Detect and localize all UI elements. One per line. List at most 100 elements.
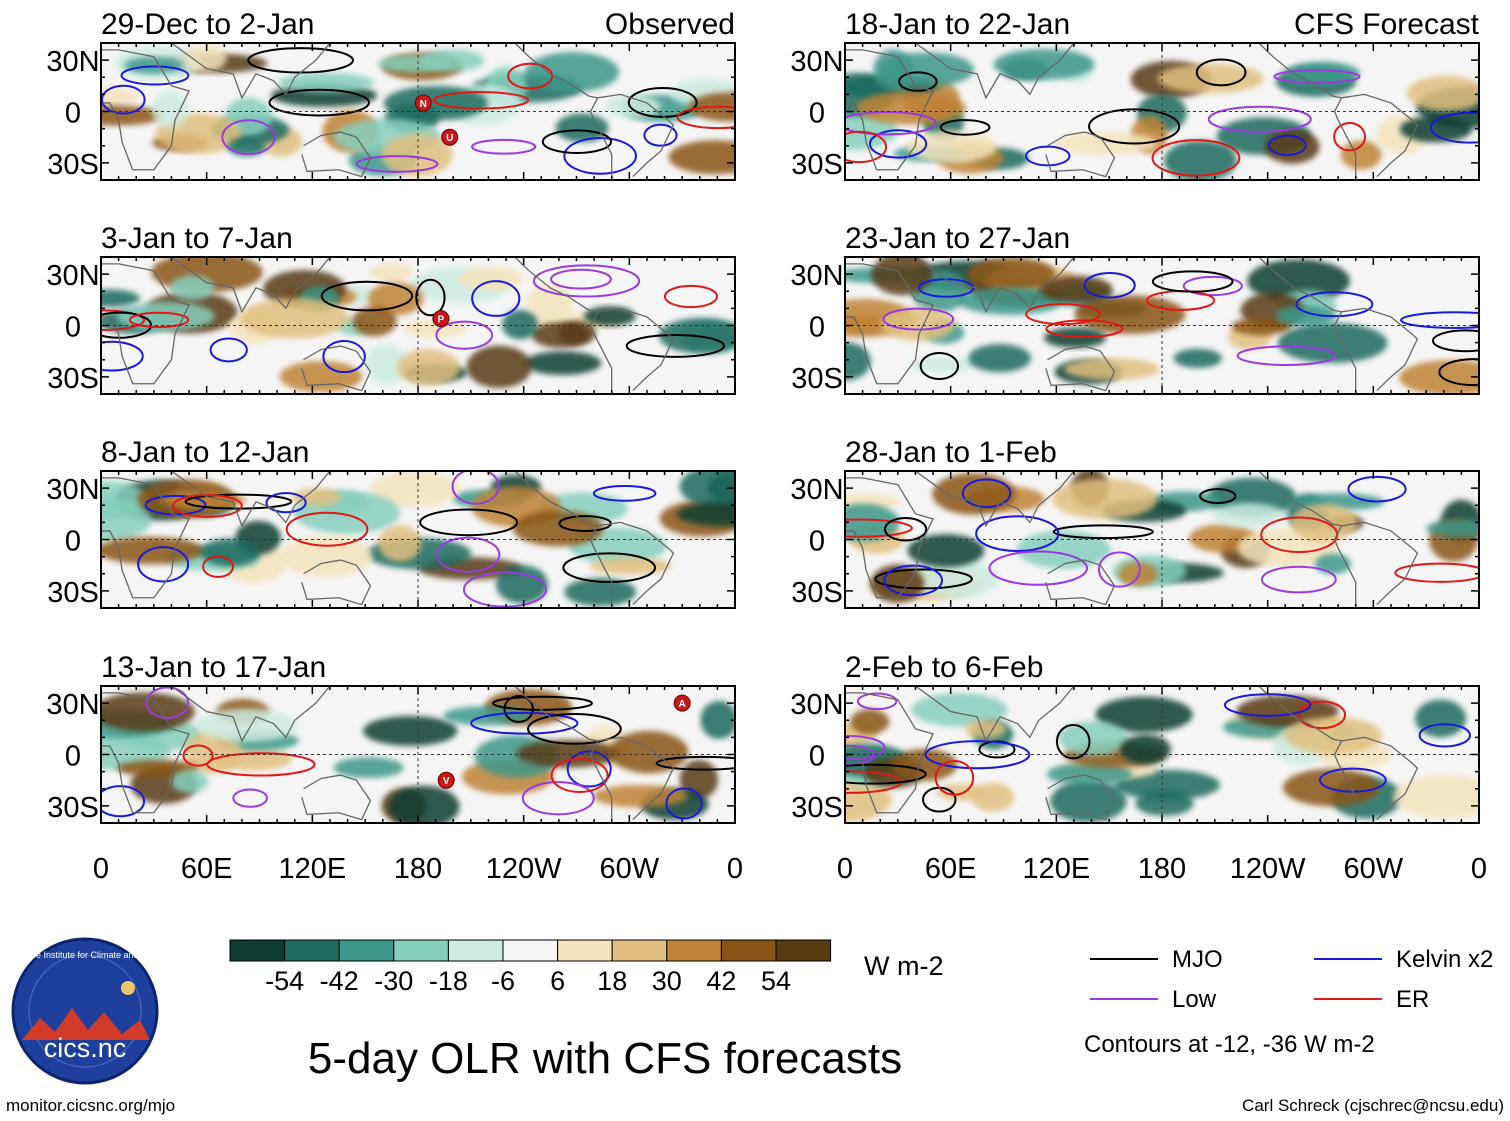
storm-marker-label: P (438, 315, 445, 326)
coast-australia (1045, 345, 1116, 392)
olr-anomaly (278, 72, 375, 93)
wave-contour (845, 130, 888, 164)
olr-anomaly (1163, 140, 1237, 180)
olr-anomaly (1120, 734, 1171, 765)
wave-contour (1394, 562, 1479, 583)
coast-americas-east (1341, 93, 1419, 178)
olr-anomaly (555, 113, 609, 143)
y-tick-label: 30N (46, 46, 99, 78)
olr-anomaly (993, 49, 1095, 80)
column-label: Observed (605, 8, 735, 41)
panel-title: 2-Feb to 6-Feb (845, 651, 1043, 684)
coast-americas-east (597, 736, 675, 821)
olr-anomaly (1074, 295, 1186, 334)
y-tick-label: 0 (65, 98, 81, 130)
wave-contour (171, 493, 243, 518)
storm-marker (673, 694, 691, 712)
colorbar: -54 -42 -30 -18 -6 6 18 30 42 54 W m-2 (229, 939, 943, 996)
olr-anomaly-field (845, 686, 1479, 823)
olr-anomaly (880, 307, 956, 342)
coast-americas-east (1341, 307, 1419, 392)
olr-anomaly (377, 54, 451, 73)
wave-contour (419, 508, 519, 537)
wave-contour (625, 333, 726, 358)
olr-anomaly (1340, 140, 1382, 170)
wave-contour (206, 752, 316, 777)
y-tick-label: 30S (791, 792, 843, 824)
coast-americas-east (1341, 521, 1419, 606)
wave-contour (1418, 723, 1471, 748)
olr-anomaly (101, 536, 205, 565)
wave-contour (507, 62, 554, 90)
logo-text: cics.nc (44, 1033, 127, 1063)
olr-anomaly-field (845, 257, 1479, 394)
x-tick-label: 120E (278, 853, 346, 885)
olr-anomaly (909, 356, 975, 373)
coast-africa (845, 263, 934, 385)
wave-contour (1088, 108, 1181, 145)
olr-anomaly (668, 140, 735, 175)
wave-contour (939, 119, 991, 136)
colorbar-cell (502, 939, 559, 962)
coastlines (845, 257, 1419, 394)
wave-contour (898, 71, 938, 92)
wave-contour (1273, 69, 1361, 84)
wave-contour (184, 493, 293, 510)
wave-contour (432, 91, 530, 110)
olr-anomaly (1016, 530, 1111, 569)
panel-grid: 30N 0 30S N U 29-Dec to 2-Jan Observed 30N 0 30S P… (46, 8, 1487, 885)
wave-contour (128, 311, 190, 328)
y-tick-label: 0 (809, 98, 825, 130)
wave-contour (563, 137, 637, 175)
olr-anomaly (369, 471, 460, 507)
colorbar-label: 6 (550, 966, 565, 996)
olr-anomaly (1052, 478, 1158, 520)
wave-contour (988, 550, 1088, 586)
coast-africa (101, 692, 190, 814)
column-label: CFS Forecast (1294, 8, 1480, 41)
wave-contour (845, 111, 937, 136)
olr-anomaly (333, 757, 404, 779)
olr-anomaly (1211, 503, 1286, 528)
olr-anomaly (965, 719, 1007, 739)
panel-3: 30N 0 30S V A 13-Jan to 17-Jan (46, 651, 736, 824)
olr-anomaly (1046, 762, 1133, 786)
wave-contour (643, 123, 678, 147)
olr-anomaly (459, 266, 524, 291)
wave-contour (435, 320, 494, 350)
olr-anomaly-field (101, 43, 735, 180)
wave-contour (322, 340, 366, 374)
wave-contour (1347, 475, 1407, 503)
wave-contour (1400, 311, 1479, 329)
wave-contour (462, 571, 548, 608)
colorbar-cell (447, 939, 504, 962)
olr-anomaly (240, 298, 350, 339)
colorbar-cell (611, 939, 668, 962)
wave-contour (221, 119, 276, 156)
olr-anomaly (558, 320, 596, 346)
wave-contour (320, 280, 414, 312)
coast-asia (915, 257, 1075, 314)
olr-anomaly (526, 283, 573, 320)
olr-anomaly-field (101, 471, 735, 608)
olr-anomaly (564, 577, 637, 607)
olr-anomaly (968, 344, 1031, 373)
wave-contour (845, 734, 886, 761)
olr-anomaly (1053, 132, 1158, 156)
olr-anomaly (369, 263, 414, 282)
coast-africa (101, 49, 190, 171)
olr-anomaly-field (845, 43, 1479, 180)
wave-contour (521, 781, 595, 816)
olr-anomaly (1283, 768, 1380, 807)
y-tick-label: 30S (47, 577, 99, 609)
wave-contour (961, 478, 1012, 509)
coast-asia (171, 686, 331, 743)
wave-contour (1025, 303, 1101, 326)
wave-contour (1431, 329, 1479, 353)
y-tick-label: 30S (47, 149, 99, 181)
contour-note: Contours at -12, -36 W m-2 (1084, 1031, 1375, 1058)
coast-africa (845, 692, 934, 814)
y-tick-label: 30S (791, 149, 843, 181)
olr-anomaly (363, 716, 458, 746)
footer-left: monitor.cicsnc.org/mjo (6, 1096, 175, 1115)
